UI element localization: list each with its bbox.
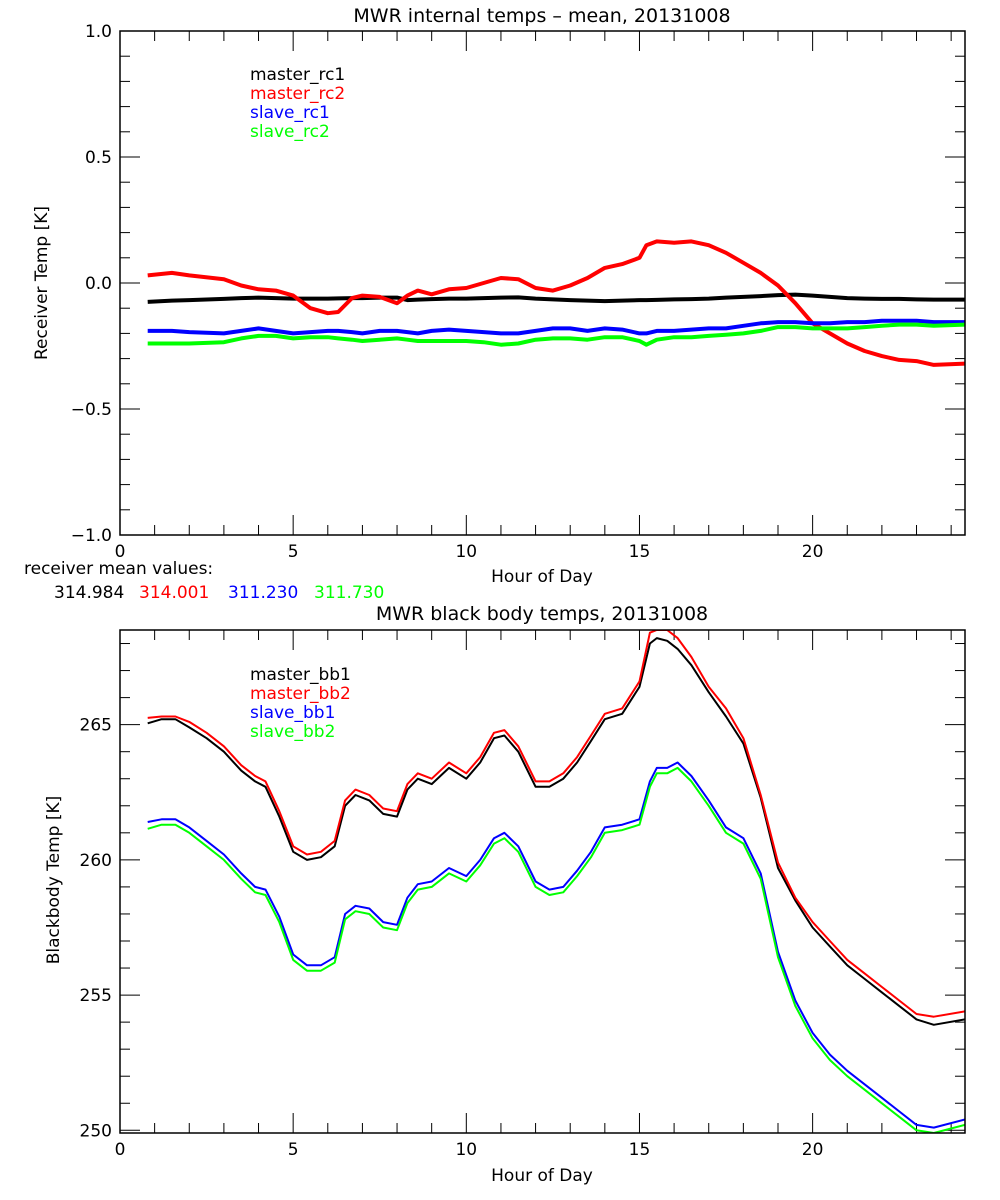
- series-line-master-bb2: [147, 630, 965, 1018]
- receiver-mean-value-slave-rc2: 311.730: [314, 583, 384, 603]
- x-axis-label: Hour of Day: [491, 1166, 593, 1186]
- series-line-slave-bb1: [147, 761, 965, 1129]
- x-axis-label: Hour of Day: [491, 567, 593, 587]
- y-tick-label: −0.5: [71, 400, 112, 420]
- y-tick-label: 255: [80, 986, 112, 1006]
- x-tick-label: 0: [115, 1140, 126, 1160]
- x-tick-label: 20: [802, 1140, 824, 1160]
- series-line-slave-rc1: [147, 318, 965, 336]
- receiver-mean-label: receiver mean values:: [24, 559, 213, 579]
- receiver-mean-value-master-rc2: 314.001: [139, 583, 209, 603]
- y-tick-label: 260: [80, 851, 112, 871]
- tick-marks: [119, 630, 965, 1133]
- x-tick-label: 15: [629, 542, 651, 562]
- x-tick-label: 10: [455, 1140, 477, 1160]
- y-tick-label: 250: [80, 1121, 112, 1141]
- legend-entry-master-rc2: master_rc2: [250, 84, 345, 104]
- y-axis-label: Receiver Temp [K]: [32, 206, 52, 360]
- legend-entry-master-bb2: master_bb2: [250, 684, 351, 704]
- plot-frame: [119, 629, 966, 1134]
- legend-entry-slave-bb1: slave_bb1: [250, 703, 335, 723]
- receiver-temps-chart: MWR internal temps – mean, 20131008 0 5 10…: [24, 5, 966, 603]
- chart-title: MWR black body temps, 20131008: [376, 603, 708, 625]
- series-line-master-bb1: [147, 637, 965, 1026]
- y-tick-labels: −1.0 −0.5 0.0 0.5 1.0: [71, 22, 112, 546]
- x-tick-label: 10: [455, 542, 477, 562]
- legend-entry-master-bb1: master_bb1: [250, 665, 351, 685]
- x-tick-label: 15: [629, 1140, 651, 1160]
- legend-entry-slave-rc2: slave_rc2: [250, 122, 330, 142]
- tick-marks: [119, 30, 965, 536]
- x-tick-labels: 0 5 10 15 20: [115, 1140, 824, 1160]
- receiver-mean-value-master-rc1: 314.984: [54, 583, 124, 603]
- series-lines: [147, 630, 965, 1133]
- y-tick-label: 1.0: [85, 22, 112, 42]
- y-tick-label: 265: [80, 716, 112, 736]
- y-tick-label: 0.0: [85, 274, 112, 294]
- legend-entry-slave-bb2: slave_bb2: [250, 722, 335, 742]
- legend-entry-master-rc1: master_rc1: [250, 65, 345, 85]
- y-axis-label: Blackbody Temp [K]: [44, 796, 64, 965]
- series-line-master-rc2: [147, 239, 965, 367]
- receiver-mean-value-slave-rc1: 311.230: [228, 583, 298, 603]
- legend-entry-slave-rc1: slave_rc1: [250, 103, 330, 123]
- blackbody-temps-chart: MWR black body temps, 20131008 0 5 10 15 20 …: [44, 603, 966, 1186]
- x-tick-label: 20: [802, 542, 824, 562]
- series-lines: [147, 239, 965, 367]
- chart-title: MWR internal temps – mean, 20131008: [353, 5, 730, 27]
- series-line-slave-bb2: [147, 766, 965, 1133]
- y-tick-label: −1.0: [71, 526, 112, 546]
- x-tick-label: 5: [288, 1140, 299, 1160]
- series-line-master-rc1: [147, 292, 965, 304]
- y-tick-label: 0.5: [85, 148, 112, 168]
- x-tick-label: 0: [115, 542, 126, 562]
- x-tick-labels: 0 5 10 15 20: [115, 542, 824, 562]
- series-line-slave-rc2: [147, 322, 965, 347]
- y-tick-labels: 250 255 260 265: [80, 716, 112, 1142]
- plot-frame: [119, 30, 966, 536]
- x-tick-label: 5: [288, 542, 299, 562]
